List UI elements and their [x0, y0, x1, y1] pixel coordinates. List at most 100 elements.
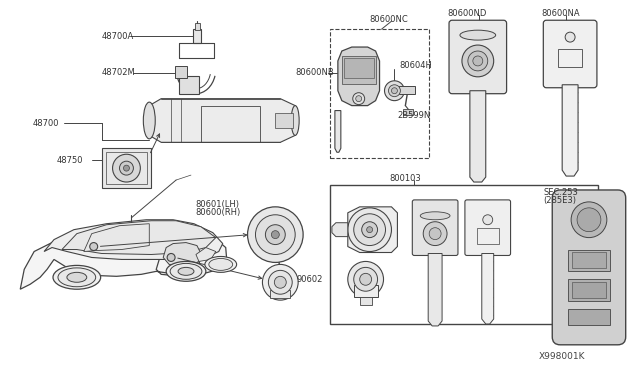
- Circle shape: [353, 93, 365, 105]
- Circle shape: [473, 56, 483, 66]
- Bar: [572, 282, 606, 298]
- Polygon shape: [348, 207, 397, 253]
- Circle shape: [348, 208, 392, 251]
- Bar: [572, 253, 606, 268]
- Bar: [275, 113, 293, 128]
- Circle shape: [348, 262, 383, 297]
- Polygon shape: [562, 85, 578, 176]
- Circle shape: [167, 253, 175, 262]
- Bar: [102, 148, 151, 188]
- Polygon shape: [196, 247, 216, 262]
- Text: 80600NC: 80600NC: [370, 15, 408, 24]
- Circle shape: [271, 231, 279, 238]
- Bar: [360, 297, 372, 305]
- Circle shape: [113, 154, 140, 182]
- Ellipse shape: [420, 212, 450, 220]
- Text: 90602: 90602: [296, 275, 323, 284]
- Bar: [399, 86, 415, 94]
- Circle shape: [483, 215, 493, 225]
- Polygon shape: [84, 224, 149, 251]
- Circle shape: [124, 165, 129, 171]
- Bar: [330, 29, 429, 158]
- Circle shape: [90, 243, 98, 250]
- Polygon shape: [163, 243, 201, 266]
- Bar: [175, 66, 187, 78]
- Bar: [179, 76, 199, 94]
- FancyBboxPatch shape: [543, 20, 597, 88]
- Bar: [106, 152, 147, 184]
- Ellipse shape: [67, 272, 87, 282]
- Text: 80604H: 80604H: [399, 61, 432, 70]
- Circle shape: [354, 214, 385, 246]
- Bar: [558, 49, 582, 67]
- Circle shape: [385, 81, 404, 101]
- Bar: [330, 185, 598, 324]
- Bar: [568, 309, 610, 325]
- Text: 80600NB: 80600NB: [295, 68, 334, 77]
- Text: 48700: 48700: [32, 119, 59, 128]
- FancyBboxPatch shape: [449, 20, 507, 94]
- Ellipse shape: [143, 102, 156, 139]
- Bar: [270, 290, 290, 298]
- Circle shape: [462, 45, 493, 77]
- Circle shape: [354, 267, 378, 291]
- Text: 800103: 800103: [390, 174, 421, 183]
- Ellipse shape: [291, 106, 299, 135]
- Ellipse shape: [53, 265, 100, 289]
- Text: X998001K: X998001K: [538, 352, 585, 361]
- Ellipse shape: [58, 268, 96, 287]
- Circle shape: [388, 85, 401, 97]
- Text: 80600(RH): 80600(RH): [195, 208, 240, 217]
- Text: 48702M: 48702M: [102, 68, 136, 77]
- Circle shape: [356, 96, 362, 102]
- Circle shape: [120, 161, 133, 175]
- Circle shape: [262, 264, 298, 300]
- FancyBboxPatch shape: [552, 190, 626, 345]
- Bar: [477, 228, 499, 244]
- Polygon shape: [338, 47, 380, 106]
- Text: 48700A: 48700A: [102, 32, 134, 41]
- Polygon shape: [44, 220, 223, 259]
- Circle shape: [577, 208, 601, 232]
- Text: 1: 1: [275, 278, 280, 287]
- Circle shape: [423, 222, 447, 246]
- Ellipse shape: [170, 263, 202, 279]
- Text: 80600NA: 80600NA: [541, 9, 580, 18]
- Ellipse shape: [166, 262, 206, 281]
- Polygon shape: [470, 91, 486, 182]
- Text: SEC.253: SEC.253: [543, 189, 578, 198]
- Ellipse shape: [178, 267, 194, 275]
- Polygon shape: [20, 226, 227, 289]
- Bar: [568, 279, 610, 301]
- Circle shape: [429, 228, 441, 240]
- Polygon shape: [335, 110, 341, 152]
- FancyBboxPatch shape: [412, 200, 458, 256]
- Polygon shape: [62, 221, 216, 254]
- Polygon shape: [149, 99, 295, 142]
- Bar: [344, 58, 374, 78]
- Bar: [255, 220, 295, 250]
- Text: 48750: 48750: [57, 156, 83, 165]
- Bar: [195, 23, 200, 30]
- Text: 2B599N: 2B599N: [397, 111, 431, 120]
- Circle shape: [565, 32, 575, 42]
- Circle shape: [268, 270, 292, 294]
- Bar: [201, 106, 260, 142]
- Circle shape: [362, 222, 378, 238]
- Circle shape: [360, 273, 372, 285]
- FancyBboxPatch shape: [465, 200, 511, 256]
- Polygon shape: [482, 253, 493, 324]
- Text: 80601(LH): 80601(LH): [195, 201, 239, 209]
- Bar: [193, 29, 201, 43]
- Circle shape: [266, 225, 285, 244]
- Circle shape: [275, 276, 286, 288]
- Bar: [342, 56, 376, 84]
- Circle shape: [367, 227, 372, 232]
- Circle shape: [248, 207, 303, 262]
- Ellipse shape: [460, 30, 495, 40]
- Text: (285E3): (285E3): [543, 196, 576, 205]
- Bar: [403, 109, 413, 115]
- Bar: [568, 250, 610, 271]
- Polygon shape: [428, 253, 442, 326]
- Polygon shape: [332, 223, 348, 237]
